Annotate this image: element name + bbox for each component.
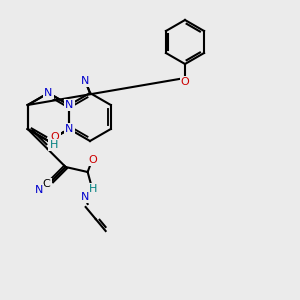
- Text: N: N: [65, 100, 74, 110]
- Text: N: N: [44, 88, 52, 98]
- Text: O: O: [88, 155, 97, 165]
- Text: N: N: [34, 185, 43, 195]
- Text: N: N: [80, 192, 89, 202]
- Text: H: H: [88, 184, 97, 194]
- Text: N: N: [65, 100, 74, 110]
- Text: O: O: [51, 132, 60, 142]
- Text: N: N: [65, 124, 74, 134]
- Text: C: C: [43, 179, 50, 189]
- Text: O: O: [181, 77, 189, 87]
- Text: H: H: [50, 140, 58, 150]
- Text: N: N: [81, 76, 89, 86]
